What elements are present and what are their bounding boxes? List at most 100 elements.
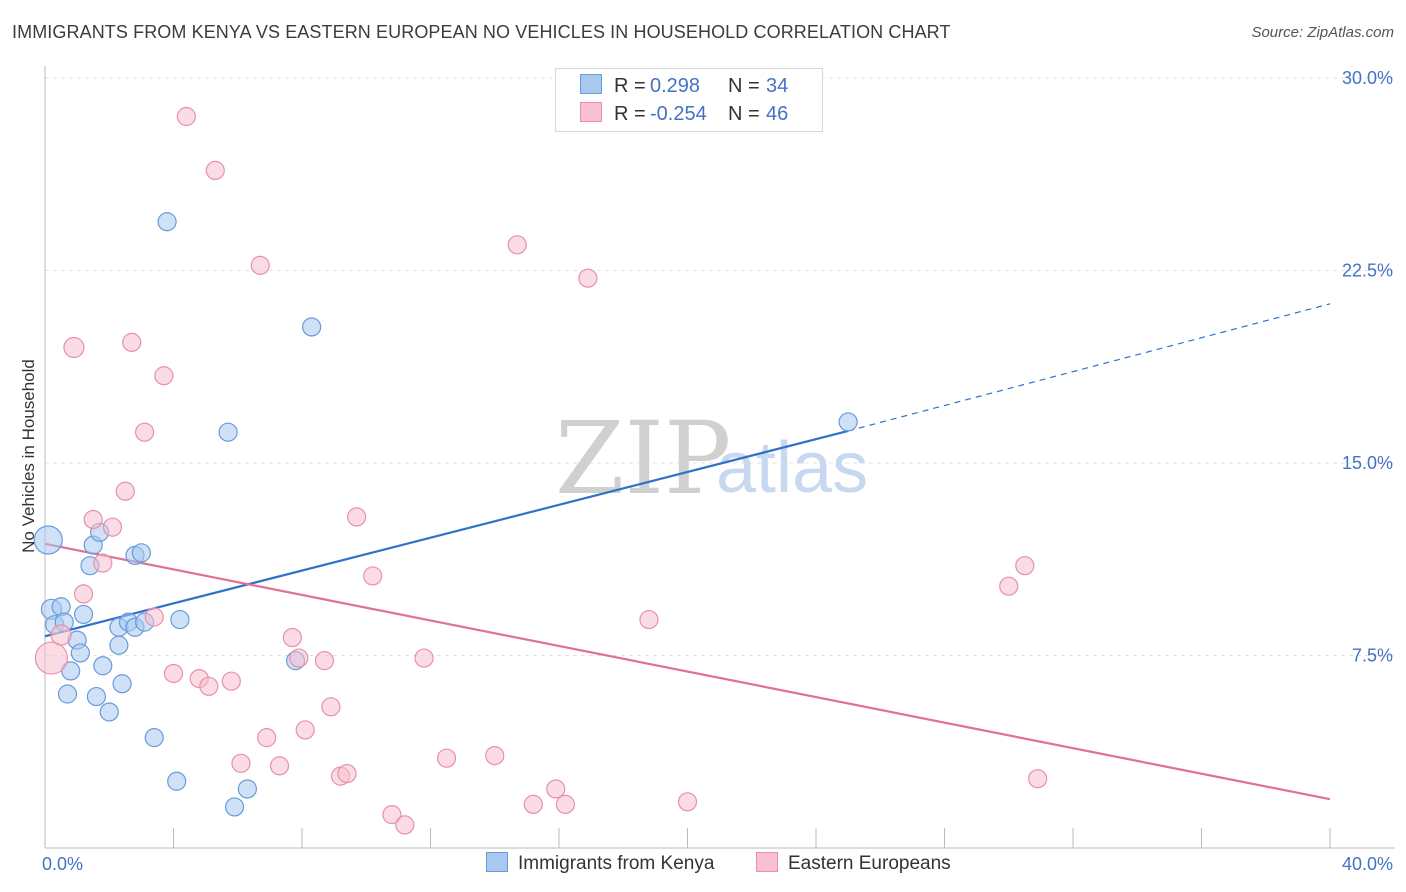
tick-labels: 7.5% 15.0% 22.5% 30.0% 0.0% 40.0%	[42, 68, 1393, 874]
chart-title: IMMIGRANTS FROM KENYA VS EASTERN EUROPEA…	[12, 22, 951, 42]
legend-n-value: 46	[766, 103, 789, 125]
x-tick-label: 40.0%	[1342, 854, 1393, 874]
eastern-point	[414, 648, 434, 668]
kenya-point	[70, 643, 90, 663]
legend-swatch-eastern	[580, 102, 602, 122]
legend-row-eastern: R = -0.254 N = 46	[580, 102, 788, 130]
eastern-point	[321, 697, 341, 717]
gridlines	[45, 77, 1395, 656]
stats-legend: R = 0.298 N = 34 R = -0.254 N = 46	[555, 68, 823, 132]
kenya-point	[131, 543, 151, 563]
eastern-point	[115, 481, 135, 501]
watermark-atlas: atlas	[716, 428, 868, 508]
kenya-trend-line	[44, 429, 849, 638]
y-axis-label: No Vehicles in Household	[19, 359, 38, 553]
eastern-point	[295, 720, 315, 740]
eastern-point	[395, 815, 415, 835]
eastern-point	[93, 553, 113, 573]
eastern-point	[578, 268, 598, 288]
y-tick-label: 30.0%	[1342, 68, 1393, 88]
eastern-point	[282, 627, 302, 648]
kenya-point	[73, 604, 94, 625]
kenya-point	[33, 525, 63, 555]
kenya-point	[838, 412, 858, 432]
eastern-trend-line	[44, 542, 1331, 801]
data-points	[33, 106, 1048, 835]
bottom-legend-eastern: Eastern Europeans	[756, 852, 951, 875]
eastern-point	[314, 651, 335, 671]
eastern-point	[363, 566, 383, 586]
eastern-point	[205, 160, 225, 180]
eastern-point	[154, 366, 174, 386]
eastern-point	[546, 779, 566, 799]
watermark: ZIP atlas	[555, 400, 868, 517]
eastern-point	[144, 607, 164, 627]
kenya-point	[99, 702, 119, 722]
eastern-point	[382, 805, 402, 825]
legend-n-value: 34	[766, 75, 789, 97]
eastern-point	[999, 576, 1019, 596]
legend-n-label: N =	[728, 103, 760, 125]
kenya-point	[109, 635, 129, 655]
legend-r-label: R =	[614, 75, 646, 97]
kenya-point	[51, 597, 71, 617]
source-label: Source: ZipAtlas.com	[1251, 24, 1394, 41]
legend-swatch-kenya	[580, 74, 602, 94]
eastern-point	[163, 663, 184, 684]
kenya-point	[93, 656, 113, 676]
kenya-point	[57, 684, 78, 704]
eastern-point	[231, 753, 251, 773]
eastern-point	[63, 336, 85, 359]
bottom-legend-label-kenya: Immigrants from Kenya	[518, 853, 715, 874]
y-tick-label: 22.5%	[1342, 261, 1393, 281]
eastern-point	[1015, 556, 1035, 576]
x-tick-label: 0.0%	[42, 854, 83, 874]
kenya-point	[224, 797, 245, 817]
bottom-legend-swatch-kenya	[486, 852, 508, 872]
eastern-point	[83, 509, 103, 530]
eastern-point	[250, 255, 270, 275]
kenya-point	[170, 609, 190, 630]
eastern-point	[436, 748, 457, 768]
kenya-point	[237, 779, 257, 799]
eastern-point	[289, 648, 309, 668]
legend-n-label: N =	[728, 75, 760, 97]
eastern-point	[485, 745, 505, 766]
kenya-point	[218, 422, 238, 442]
y-tick-label: 15.0%	[1342, 453, 1393, 473]
eastern-point	[347, 507, 367, 527]
eastern-point	[199, 676, 219, 696]
y-tick-label: 7.5%	[1352, 646, 1393, 666]
eastern-point	[34, 641, 69, 675]
trend-lines	[44, 303, 1331, 801]
kenya-point	[86, 686, 107, 707]
eastern-point	[677, 792, 698, 812]
kenya-point	[144, 728, 164, 748]
legend-r-value: 0.298	[650, 75, 701, 97]
eastern-point	[122, 332, 142, 352]
eastern-point	[257, 728, 277, 748]
eastern-point	[102, 517, 123, 537]
bottom-legend-label-eastern: Eastern Europeans	[788, 853, 951, 874]
eastern-point	[507, 235, 527, 255]
legend-row-kenya: R = 0.298 N = 34	[580, 74, 788, 102]
bottom-legend-swatch-eastern	[756, 852, 778, 872]
eastern-point	[221, 671, 241, 691]
eastern-point	[639, 609, 659, 630]
kenya-point	[112, 674, 132, 694]
eastern-point	[50, 624, 72, 646]
eastern-point	[337, 763, 357, 784]
kenya-point	[302, 317, 322, 337]
bottom-legend-kenya: Immigrants from Kenya	[486, 852, 714, 875]
eastern-point	[523, 794, 543, 814]
kenya-point	[167, 771, 187, 791]
eastern-point	[176, 106, 196, 127]
legend-r-value: -0.254	[650, 103, 707, 125]
axes	[44, 66, 1395, 849]
eastern-point	[555, 794, 576, 814]
eastern-point	[269, 756, 290, 776]
legend-r-label: R =	[614, 103, 646, 125]
eastern-point	[134, 422, 155, 442]
eastern-point	[73, 584, 94, 604]
